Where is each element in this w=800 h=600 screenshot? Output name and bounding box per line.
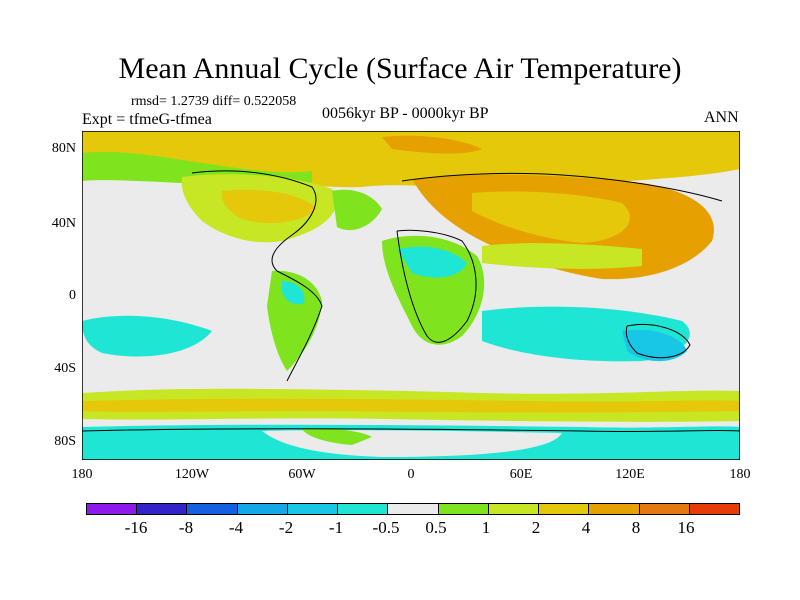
coastlines (82, 170, 740, 433)
lat-label-40n: 40N (51, 216, 76, 231)
eurasia-north-coastline (401, 172, 723, 202)
lon-label-60w: 60W (288, 467, 316, 482)
lat-label-eq: 0 (69, 288, 76, 303)
lon-label-120w: 120W (174, 467, 210, 482)
colorbar-label: 8 (631, 518, 641, 537)
rmsd-diff-stats: rmsd= 1.2739 diff= 0.522058 (131, 94, 297, 109)
colorbar-swatch-12 (689, 504, 740, 514)
colorbar-label: 16 (677, 518, 695, 537)
arctic-strong-warm (382, 135, 482, 154)
south-pacific-cool (82, 315, 212, 357)
colorbar-label: -1 (328, 518, 344, 537)
lon-label-60e: 60E (509, 467, 533, 482)
colorbar-swatch-6 (388, 504, 439, 514)
colorbar-label: -2 (278, 518, 294, 537)
colorbar (86, 503, 740, 515)
colorbar-label: 1 (481, 518, 491, 537)
colorbar-label: 0.5 (425, 518, 447, 537)
colorbar-swatch-0 (87, 504, 138, 514)
south-asia-warm (482, 243, 642, 269)
lat-label-80n: 80N (51, 141, 76, 156)
australia-coastline (625, 324, 691, 359)
lon-label-0: 0 (407, 467, 415, 482)
colorbar-label: -8 (178, 518, 194, 537)
lat-label-80s: 80S (54, 434, 76, 449)
lon-label-120e: 120E (615, 467, 645, 482)
africa-coastline (396, 229, 477, 343)
colorbar-label: -4 (228, 518, 244, 537)
colorbar-label: 4 (581, 518, 591, 537)
colorbar-swatch-9 (539, 504, 590, 514)
colorbar-swatch-1 (137, 504, 188, 514)
colorbar-label: -16 (124, 518, 148, 537)
north-atlantic-green (332, 189, 382, 231)
colorbar-swatch-8 (488, 504, 540, 514)
colorbar-swatch-11 (639, 504, 690, 514)
colorbar-swatch-10 (589, 504, 640, 514)
antarctic-peninsula-warm (302, 428, 372, 445)
temperature-anomaly-map (82, 131, 740, 460)
colorbar-label: -0.5 (372, 518, 400, 537)
season-label: ANN (704, 109, 739, 126)
lon-label-180e: 180 (729, 467, 751, 482)
colorbar-swatch-4 (287, 504, 339, 514)
sahara-cool (397, 246, 467, 278)
colorbar-swatch-5 (338, 504, 389, 514)
lat-label-40s: 40S (54, 361, 76, 376)
colorbar-label: 2 (531, 518, 541, 537)
antarctica-coastline (82, 428, 740, 433)
south-america-warm (267, 270, 322, 371)
period-label: 0056kyr BP - 0000kyr BP (322, 105, 489, 122)
experiment-label: Expt = tfmeG-tfmea (82, 111, 212, 128)
canada-warm (221, 189, 317, 224)
colorbar-swatch-7 (438, 504, 489, 514)
amazon-cool (282, 281, 305, 305)
eurasia-interior (472, 191, 630, 243)
colorbar-swatch-2 (187, 504, 238, 514)
lon-label-180w: 180 (71, 467, 93, 482)
colorbar-swatch-3 (237, 504, 288, 514)
americas-coastline (191, 170, 323, 382)
figure-title: Mean Annual Cycle (Surface Air Temperatu… (118, 52, 682, 85)
southern-ocean-strong-warm (82, 398, 740, 413)
